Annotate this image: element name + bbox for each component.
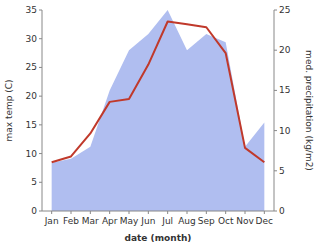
y2-tick	[274, 130, 277, 131]
x-tick	[129, 211, 130, 214]
x-tick-label: Jun	[140, 216, 155, 226]
x-axis	[42, 211, 274, 212]
y-tick-label: 20	[26, 91, 38, 101]
x-tick	[148, 211, 149, 214]
y-axis	[42, 10, 43, 211]
y-tick-label: 10	[26, 149, 38, 159]
y-tick-label: 0	[31, 206, 37, 216]
x-tick	[187, 211, 188, 214]
y-tick	[39, 182, 42, 183]
y-axis-label: max temp (C)	[4, 79, 14, 141]
y2-tick-label: 0	[279, 206, 285, 216]
y2-tick	[274, 10, 277, 11]
y2-tick-label: 10	[279, 126, 291, 136]
x-tick-label: Nov	[236, 216, 254, 226]
y-tick-label: 35	[26, 5, 37, 15]
x-tick-label: Dec	[256, 216, 273, 226]
x-tick-label: Apr	[102, 216, 118, 226]
x-tick-label: Oct	[218, 216, 234, 226]
y2-tick	[274, 50, 277, 51]
x-tick-label: Feb	[63, 216, 79, 226]
y-tick-label: 15	[26, 120, 37, 130]
x-tick-label: May	[120, 216, 139, 226]
x-tick	[71, 211, 72, 214]
y-tick	[39, 96, 42, 97]
y-tick	[39, 153, 42, 154]
x-tick	[225, 211, 226, 214]
x-axis-label: date (month)	[125, 233, 192, 243]
x-tick	[51, 211, 52, 214]
x-tick-label: Sep	[198, 216, 215, 226]
line	[52, 21, 265, 162]
x-tick	[90, 211, 91, 214]
y-tick	[39, 124, 42, 125]
y-tick-label: 30	[26, 34, 38, 44]
y2-axis-label: med. precipitation (kg/m2)	[304, 50, 314, 171]
x-tick-label: Jan	[44, 216, 59, 226]
x-tick	[245, 211, 246, 214]
y2-axis	[274, 10, 275, 211]
x-tick	[109, 211, 110, 214]
x-tick-label: Aug	[178, 216, 196, 226]
y2-tick-label: 25	[279, 5, 290, 15]
y-tick	[39, 211, 42, 212]
y-tick	[39, 38, 42, 39]
y-tick-label: 25	[26, 62, 37, 72]
y-tick	[39, 10, 42, 11]
y2-tick	[274, 170, 277, 171]
y2-tick-label: 5	[279, 166, 285, 176]
plot-area	[52, 10, 265, 211]
y2-tick	[274, 211, 277, 212]
chart: Jan FebMarAprMayJun Jul AugSepOctNovDec 0 5 10…	[0, 0, 318, 247]
x-tick-label: Mar	[82, 216, 99, 226]
y-tick	[39, 67, 42, 68]
area	[52, 10, 265, 211]
y-tick-label: 5	[31, 177, 37, 187]
x-tick-label: Jul	[161, 216, 173, 226]
x-tick	[264, 211, 265, 214]
x-tick	[167, 211, 168, 214]
y2-tick-label: 15	[279, 85, 290, 95]
y2-tick-label: 20	[279, 45, 291, 55]
x-tick	[206, 211, 207, 214]
y2-tick	[274, 90, 277, 91]
